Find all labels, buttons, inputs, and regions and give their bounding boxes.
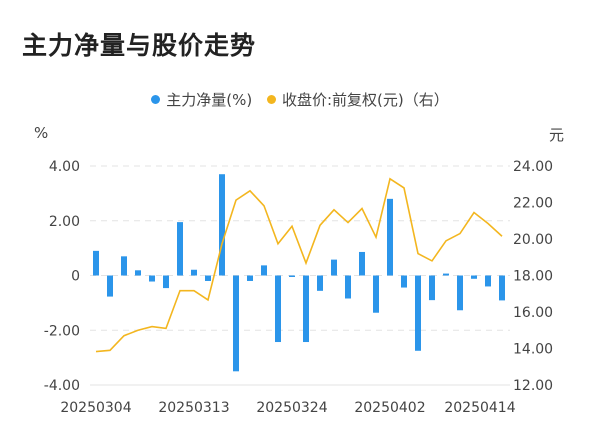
bar (275, 275, 281, 343)
left-tick-label: -2.00 (44, 323, 80, 339)
legend: 主力净量(%) 收盘价:前复权(元)（右） (0, 89, 600, 110)
x-tick-label: 20250313 (158, 400, 229, 416)
left-tick-label: 2.00 (49, 214, 80, 230)
x-tick-label: 20250324 (256, 400, 327, 416)
bar (121, 256, 127, 276)
bar (247, 275, 253, 281)
chart-title: 主力净量与股价走势 (22, 31, 257, 60)
bar (289, 275, 295, 277)
right-tick-label: 22.00 (513, 196, 553, 212)
bar (415, 275, 421, 351)
bar (387, 198, 393, 276)
bar (191, 269, 197, 276)
bar (177, 222, 183, 276)
right-tick-label: 12.00 (513, 378, 553, 394)
bar (205, 275, 211, 281)
bar (233, 275, 239, 372)
right-axis-unit: 元 (549, 126, 565, 144)
right-tick-label: 16.00 (513, 305, 553, 321)
legend-item-close-price[interactable]: 收盘价:前复权(元)（右） (266, 89, 449, 110)
legend-label: 主力净量(%) (166, 91, 253, 109)
bar (471, 275, 477, 279)
bar (401, 275, 407, 288)
legend-line-marker (266, 95, 276, 104)
bar (107, 275, 113, 297)
bar (219, 174, 225, 276)
bar (135, 270, 141, 276)
bar (303, 275, 309, 343)
bar (359, 251, 365, 276)
right-tick-label: 20.00 (513, 232, 553, 248)
bar (499, 275, 505, 301)
legend-label: 收盘价:前复权(元)（右） (281, 91, 449, 109)
bar (485, 275, 491, 287)
bar (429, 275, 435, 301)
legend-item-net-volume[interactable]: 主力净量(%) (151, 89, 252, 110)
x-tick-label: 20250304 (60, 400, 131, 416)
bar (345, 275, 351, 299)
bar (93, 250, 99, 276)
legend-bar-marker (151, 95, 161, 104)
left-tick-label: 0 (71, 269, 80, 285)
right-tick-label: 18.00 (513, 269, 553, 285)
right-tick-label: 14.00 (513, 342, 553, 358)
bar (331, 259, 337, 276)
left-tick-label: -4.00 (44, 378, 80, 394)
left-tick-label: 4.00 (49, 159, 80, 175)
bar (261, 265, 267, 276)
x-tick-label: 20250414 (444, 400, 515, 416)
x-tick-label: 20250402 (354, 400, 425, 416)
bar (443, 273, 449, 276)
bar (373, 275, 379, 313)
bar (457, 275, 463, 311)
left-axis-unit: % (34, 124, 49, 142)
bar (163, 275, 169, 289)
bar (149, 275, 155, 282)
price-line (95, 177, 503, 353)
right-tick-label: 24.00 (513, 159, 553, 175)
bar (317, 275, 323, 291)
